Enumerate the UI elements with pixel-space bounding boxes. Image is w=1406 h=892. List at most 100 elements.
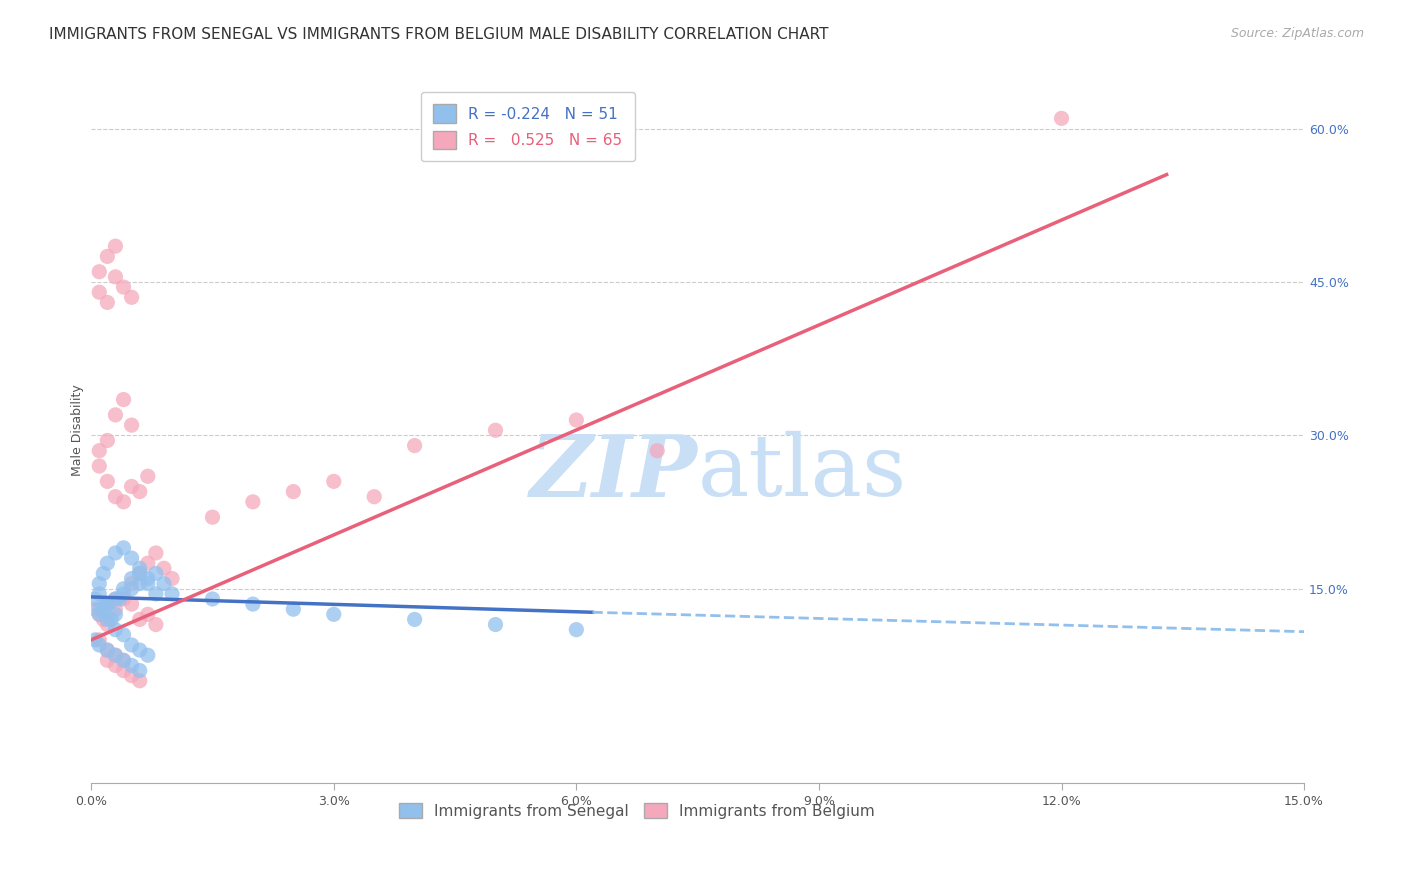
Point — [96, 597, 118, 611]
Point — [96, 612, 118, 626]
Text: ZIP: ZIP — [530, 431, 697, 515]
Point — [128, 612, 150, 626]
Point — [96, 434, 118, 448]
Point — [96, 617, 118, 632]
Point — [201, 591, 224, 606]
Point — [104, 591, 127, 606]
Point — [89, 632, 111, 647]
Text: atlas: atlas — [697, 431, 907, 514]
Point — [89, 285, 111, 300]
Legend: Immigrants from Senegal, Immigrants from Belgium: Immigrants from Senegal, Immigrants from… — [392, 797, 882, 825]
Point — [484, 423, 506, 437]
Point — [91, 612, 114, 626]
Point — [104, 602, 127, 616]
Point — [104, 408, 127, 422]
Point — [128, 566, 150, 581]
Point — [104, 623, 127, 637]
Point — [1050, 112, 1073, 126]
Point — [89, 638, 111, 652]
Point — [104, 607, 127, 622]
Point — [128, 566, 150, 581]
Point — [96, 597, 118, 611]
Point — [404, 612, 426, 626]
Point — [91, 566, 114, 581]
Point — [89, 576, 111, 591]
Point — [283, 484, 305, 499]
Point — [96, 249, 118, 263]
Point — [104, 269, 127, 284]
Point — [112, 591, 135, 606]
Point — [89, 587, 111, 601]
Point — [128, 673, 150, 688]
Y-axis label: Male Disability: Male Disability — [72, 384, 84, 476]
Point — [121, 668, 143, 682]
Point — [104, 648, 127, 663]
Point — [283, 602, 305, 616]
Point — [112, 664, 135, 678]
Text: Source: ZipAtlas.com: Source: ZipAtlas.com — [1230, 27, 1364, 40]
Point — [89, 602, 111, 616]
Point — [136, 607, 159, 622]
Point — [96, 597, 118, 611]
Point — [112, 541, 135, 555]
Point — [112, 653, 135, 667]
Point — [96, 295, 118, 310]
Point — [89, 607, 111, 622]
Point — [121, 597, 143, 611]
Point — [112, 392, 135, 407]
Point — [128, 664, 150, 678]
Point — [112, 495, 135, 509]
Point — [104, 490, 127, 504]
Point — [153, 561, 176, 575]
Point — [136, 469, 159, 483]
Point — [112, 628, 135, 642]
Point — [145, 587, 167, 601]
Point — [96, 653, 118, 667]
Point — [128, 561, 150, 575]
Point — [484, 617, 506, 632]
Point — [84, 632, 107, 647]
Point — [89, 607, 111, 622]
Point — [201, 510, 224, 524]
Point — [128, 643, 150, 657]
Point — [112, 653, 135, 667]
Point — [145, 617, 167, 632]
Point — [112, 280, 135, 294]
Point — [242, 495, 264, 509]
Point — [104, 239, 127, 253]
Point — [89, 265, 111, 279]
Point — [136, 576, 159, 591]
Point — [121, 638, 143, 652]
Point — [121, 479, 143, 493]
Point — [108, 591, 131, 606]
Point — [322, 607, 344, 622]
Point — [160, 572, 183, 586]
Point — [121, 418, 143, 433]
Point — [91, 602, 114, 616]
Point — [112, 587, 135, 601]
Point — [128, 576, 150, 591]
Point — [145, 566, 167, 581]
Point — [145, 546, 167, 560]
Point — [104, 648, 127, 663]
Text: IMMIGRANTS FROM SENEGAL VS IMMIGRANTS FROM BELGIUM MALE DISABILITY CORRELATION C: IMMIGRANTS FROM SENEGAL VS IMMIGRANTS FR… — [49, 27, 828, 42]
Point — [104, 546, 127, 560]
Point — [404, 439, 426, 453]
Point — [242, 597, 264, 611]
Point — [121, 572, 143, 586]
Point — [645, 443, 668, 458]
Point — [84, 591, 107, 606]
Point — [153, 576, 176, 591]
Point — [89, 443, 111, 458]
Point — [160, 587, 183, 601]
Point — [121, 582, 143, 596]
Point — [104, 658, 127, 673]
Point — [121, 576, 143, 591]
Point — [84, 602, 107, 616]
Point — [322, 475, 344, 489]
Point — [121, 290, 143, 304]
Point — [104, 591, 127, 606]
Point — [121, 551, 143, 566]
Point — [121, 658, 143, 673]
Point — [112, 582, 135, 596]
